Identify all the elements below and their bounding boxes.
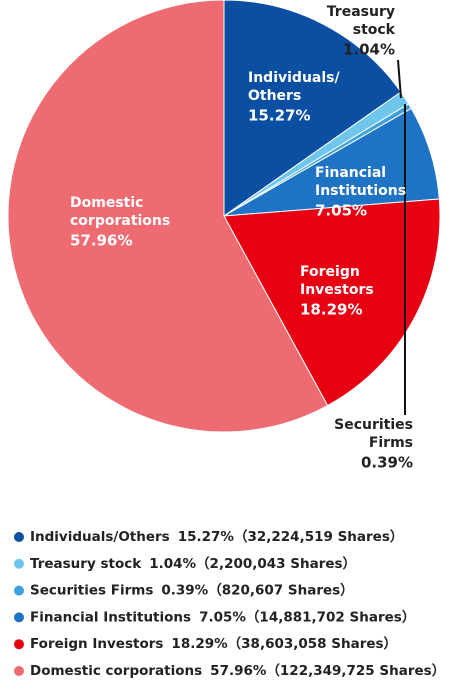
- legend-entry: Financial Institutions 7.05%（14,881,702 S…: [30, 609, 415, 625]
- slice-label: Institutions: [315, 183, 406, 199]
- legend-name: Individuals/Others: [30, 529, 170, 545]
- legend-entry: Securities Firms 0.39%（820,607 Shares）: [30, 583, 354, 599]
- legend-entry: Individuals/Others 15.27%（32,224,519 Shar…: [30, 529, 403, 545]
- legend-value: 7.05%: [199, 609, 246, 625]
- legend-marker: [14, 612, 24, 623]
- legend-shares: （32,224,519 Shares）: [234, 529, 403, 545]
- slice-label: Individuals/: [248, 70, 340, 86]
- slice-value-label: 1.04%: [343, 41, 395, 59]
- legend-value: 57.96%: [210, 663, 267, 679]
- pie-slice: [7, 0, 329, 433]
- legend-name: Treasury stock: [30, 556, 142, 572]
- slice-label: Financial: [315, 165, 386, 181]
- slice-value-label: 57.96%: [70, 232, 132, 250]
- pie-slice: [223, 0, 402, 217]
- slice-label: Investors: [300, 282, 374, 298]
- legend-name: Financial Institutions: [30, 609, 191, 625]
- slice-label: Foreign: [300, 264, 360, 280]
- legend-shares: （122,349,725 Shares）: [266, 663, 445, 679]
- legend-marker: [14, 639, 24, 650]
- slice-label: Firms: [369, 435, 413, 451]
- legend-entry: Foreign Investors 18.29%（38,603,058 Share…: [30, 636, 397, 652]
- legend-name: Securities Firms: [30, 583, 153, 599]
- leader-line: [397, 59, 402, 99]
- legend-shares: （14,881,702 Shares）: [246, 609, 415, 625]
- legend-entry: Domestic corporations 57.96%（122,349,725 …: [30, 663, 445, 679]
- pie-slice: [223, 198, 441, 407]
- slice-label: corporations: [70, 213, 170, 229]
- slice-value-label: 18.29%: [300, 301, 362, 319]
- legend-marker: [14, 585, 24, 596]
- legend-shares: （38,603,058 Shares）: [228, 636, 397, 652]
- legend-shares: （2,200,043 Shares）: [196, 556, 356, 572]
- legend-name: Domestic corporations: [30, 663, 202, 679]
- legend-marker: [14, 666, 24, 676]
- legend-shares: （820,607 Shares）: [208, 583, 353, 599]
- legend-value: 18.29%: [171, 636, 228, 652]
- slice-label: Treasury: [327, 4, 395, 20]
- slice-value-label: 15.27%: [248, 107, 310, 125]
- slice-value-label: 0.39%: [361, 454, 413, 472]
- slice-label: Domestic: [70, 195, 143, 211]
- slice-value-label: 7.05%: [315, 202, 367, 220]
- slice-label: Others: [248, 88, 301, 104]
- slice-label: stock: [353, 22, 396, 38]
- legend-entry: Treasury stock 1.04%（2,200,043 Shares）: [30, 556, 356, 572]
- legend-name: Foreign Investors: [30, 636, 163, 652]
- legend-value: 15.27%: [178, 529, 235, 545]
- legend-marker: [14, 532, 24, 542]
- slice-label: Securities: [334, 417, 413, 433]
- legend-value: 0.39%: [161, 583, 208, 599]
- legend-value: 1.04%: [149, 556, 196, 572]
- legend-marker: [14, 558, 24, 569]
